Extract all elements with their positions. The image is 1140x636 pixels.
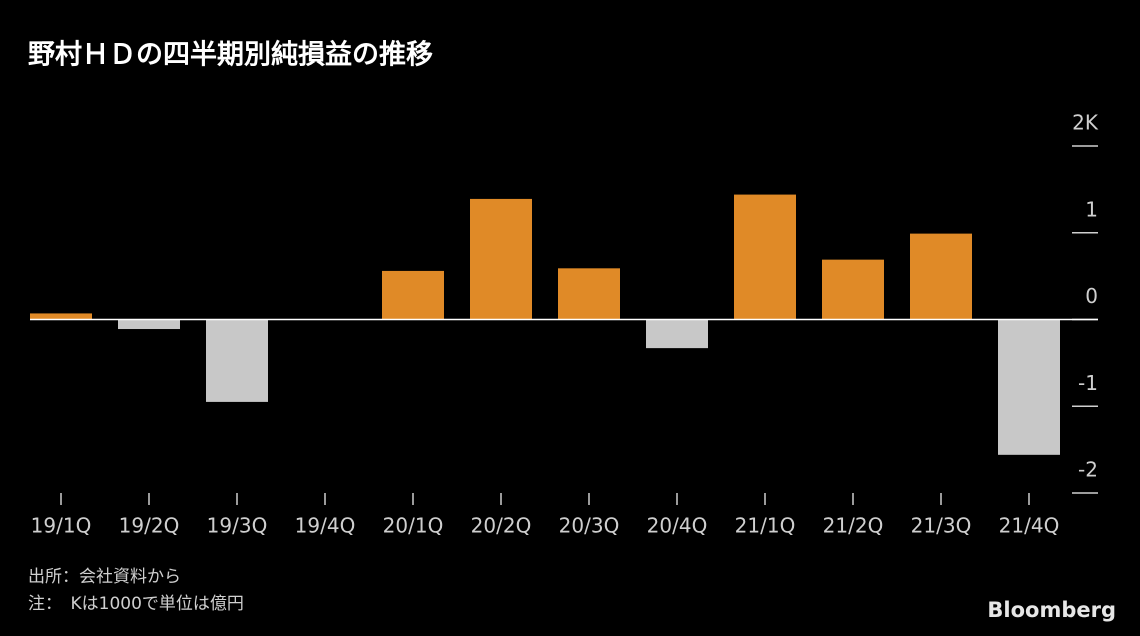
y-tick-label: -1 bbox=[1078, 371, 1098, 395]
x-tick-label: 20/1Q bbox=[383, 514, 444, 538]
bar bbox=[910, 233, 972, 320]
source-note: 出所：会社資料から bbox=[28, 567, 181, 587]
bar bbox=[30, 313, 92, 320]
chart-title: 野村ＨＤの四半期別純損益の推移 bbox=[28, 39, 433, 71]
x-tick-label: 19/1Q bbox=[31, 514, 92, 538]
bar bbox=[822, 259, 884, 320]
y-tick-label: 2K bbox=[1072, 111, 1099, 135]
x-tick-label: 21/3Q bbox=[911, 514, 972, 538]
x-tick-label: 20/4Q bbox=[647, 514, 708, 538]
bar bbox=[734, 194, 796, 320]
bar bbox=[470, 198, 532, 320]
x-tick-label: 19/4Q bbox=[295, 514, 356, 538]
bar bbox=[558, 268, 620, 320]
brand-logo: Bloomberg bbox=[987, 598, 1116, 622]
bar bbox=[998, 319, 1060, 455]
x-tick-label: 21/4Q bbox=[999, 514, 1060, 538]
x-tick-label: 20/3Q bbox=[559, 514, 620, 538]
bar bbox=[206, 319, 268, 402]
x-tick-label: 21/2Q bbox=[823, 514, 884, 538]
x-tick-label: 19/3Q bbox=[207, 514, 268, 538]
y-tick-label: 0 bbox=[1085, 284, 1098, 308]
bar bbox=[646, 319, 708, 349]
bar bbox=[382, 270, 444, 320]
bar bbox=[118, 319, 180, 330]
unit-note: 注： Kは1000で単位は億円 bbox=[28, 594, 244, 614]
x-tick-label: 21/1Q bbox=[735, 514, 796, 538]
y-tick-label: 1 bbox=[1085, 197, 1098, 221]
y-tick-label: -2 bbox=[1078, 458, 1098, 482]
x-tick-label: 20/2Q bbox=[471, 514, 532, 538]
x-tick-label: 19/2Q bbox=[119, 514, 180, 538]
